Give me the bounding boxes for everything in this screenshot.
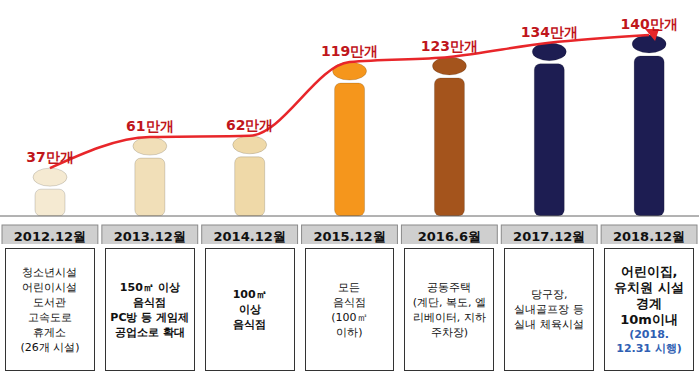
html-text:공업소로 확대: 공업소로 확대 bbox=[114, 325, 185, 339]
html-text:100㎡: 100㎡ bbox=[232, 288, 267, 301]
html-text:음식점: 음식점 bbox=[333, 295, 366, 309]
html-text:음식점: 음식점 bbox=[133, 295, 167, 309]
html-text:10m이내: 10m이내 bbox=[620, 311, 678, 327]
html-text:모든: 모든 bbox=[338, 280, 361, 294]
svg-text:2016.6월: 2016.6월 bbox=[418, 229, 481, 244]
svg-text:123만개: 123만개 bbox=[421, 38, 478, 54]
svg-text:2018.12월: 2018.12월 bbox=[613, 229, 685, 244]
svg-text:62만개: 62만개 bbox=[226, 117, 273, 133]
html-text:(계단, 복도, 엘: (계단, 복도, 엘 bbox=[412, 295, 486, 309]
html-text:도서관: 도서관 bbox=[33, 295, 67, 309]
html-text:12.31 시행): 12.31 시행) bbox=[616, 341, 682, 355]
svg-text:119만개: 119만개 bbox=[321, 43, 378, 59]
html-text:음식점: 음식점 bbox=[233, 318, 267, 331]
html-text:유치원 시설: 유치원 시설 bbox=[614, 279, 684, 295]
html-text:공동주택: 공동주택 bbox=[427, 280, 472, 294]
html-text:(2018.: (2018. bbox=[629, 327, 669, 341]
html-text:(26개 시설): (26개 시설) bbox=[20, 340, 80, 354]
html-text:휴게소: 휴게소 bbox=[33, 325, 67, 339]
html-text:당구장,: 당구장, bbox=[531, 288, 568, 301]
html-text:실내 체육시설: 실내 체육시설 bbox=[514, 318, 584, 331]
html-text:(100㎡: (100㎡ bbox=[331, 310, 368, 324]
svg-text:61만개: 61만개 bbox=[126, 118, 173, 134]
html-text:어린이시설: 어린이시설 bbox=[22, 280, 78, 294]
html-text:리베이터, 지하: 리베이터, 지하 bbox=[412, 310, 486, 324]
html-text:어린이집,: 어린이집, bbox=[620, 263, 678, 279]
svg-text:2017.12월: 2017.12월 bbox=[513, 229, 585, 244]
svg-text:140만개: 140만개 bbox=[621, 16, 678, 32]
html-text:150㎡ 이상: 150㎡ 이상 bbox=[119, 280, 180, 294]
html-text:PC방 등 게임제: PC방 등 게임제 bbox=[110, 310, 190, 324]
html-text:경계: 경계 bbox=[636, 295, 663, 311]
html-text:이상: 이상 bbox=[238, 303, 261, 316]
html-text:실내골프장 등: 실내골프장 등 bbox=[514, 303, 584, 316]
svg-text:2015.12월: 2015.12월 bbox=[313, 229, 385, 244]
html-text:청소년시설: 청소년시설 bbox=[22, 265, 78, 279]
html-text:고속도로: 고속도로 bbox=[27, 310, 72, 324]
svg-text:134만개: 134만개 bbox=[521, 24, 578, 40]
html-text:이하): 이하) bbox=[336, 325, 363, 339]
svg-text:37만개: 37만개 bbox=[26, 149, 73, 165]
svg-text:2013.12월: 2013.12월 bbox=[114, 229, 186, 244]
svg-text:2012.12월: 2012.12월 bbox=[14, 229, 86, 244]
html-text:주차장): 주차장) bbox=[430, 325, 468, 339]
svg-text:2014.12월: 2014.12월 bbox=[214, 229, 286, 244]
